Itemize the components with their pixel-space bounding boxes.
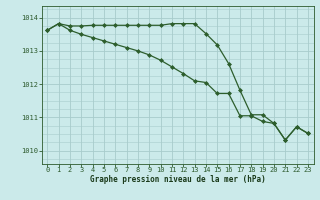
X-axis label: Graphe pression niveau de la mer (hPa): Graphe pression niveau de la mer (hPa) bbox=[90, 175, 266, 184]
